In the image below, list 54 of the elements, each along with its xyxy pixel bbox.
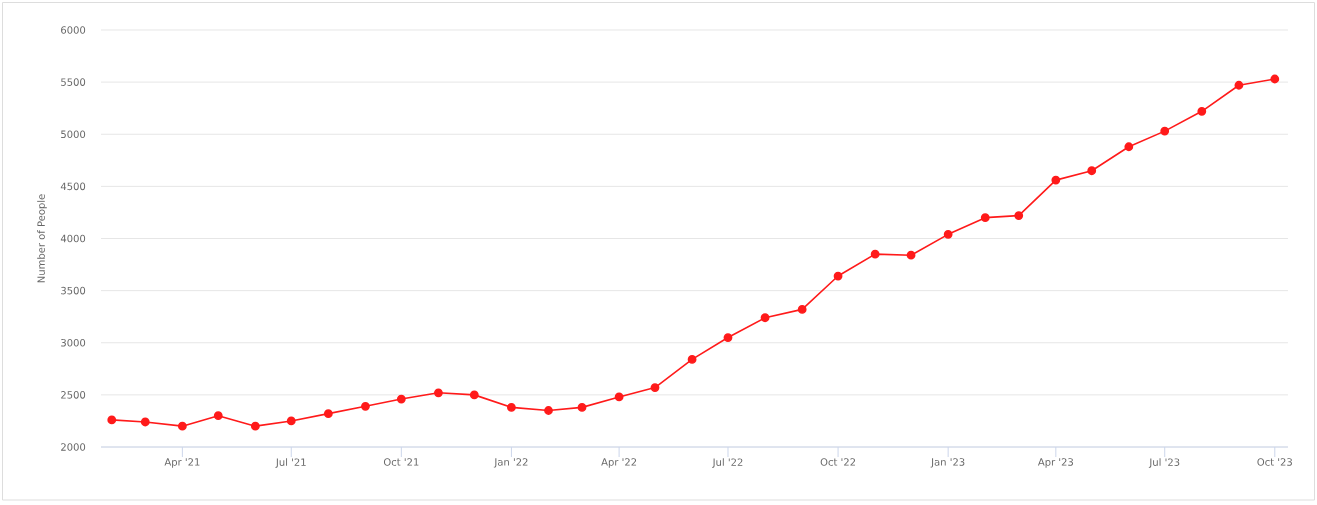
point: [1270, 74, 1280, 84]
point: [906, 250, 916, 260]
point: [760, 313, 770, 323]
point: [213, 411, 223, 421]
point: [577, 402, 587, 412]
point: [396, 394, 406, 404]
point: [1234, 80, 1244, 90]
point: [980, 213, 990, 223]
point: [286, 416, 296, 426]
point: [1087, 166, 1097, 176]
x-tick-label: Oct '23: [1257, 458, 1292, 466]
point: [1197, 106, 1207, 116]
point: [250, 421, 260, 431]
point: [650, 383, 660, 392]
point: [870, 249, 880, 259]
y-tick-label: 4000: [60, 234, 86, 243]
y-tick-label: 5500: [61, 78, 86, 86]
x-tick-label: Jan '23: [930, 458, 965, 468]
point: [833, 271, 843, 281]
point: [1160, 126, 1170, 136]
point: [723, 333, 733, 342]
y-tick-label: 2000: [61, 443, 86, 451]
point: [1014, 211, 1024, 220]
point: [614, 392, 624, 402]
x-tick-label: Oct '21: [383, 458, 419, 466]
point: [177, 421, 187, 431]
x-tick-label: Apr '22: [601, 458, 637, 468]
point: [323, 409, 333, 419]
point: [361, 401, 370, 411]
y-axis-title: Number of People: [37, 194, 47, 283]
x-tick-label: Jan '22: [493, 458, 528, 468]
x-tick-label: Oct '22: [820, 458, 856, 466]
x-tick-label: Jul '22: [712, 458, 743, 468]
y-tick-label: 2500: [61, 391, 86, 399]
point: [1124, 142, 1134, 152]
point: [434, 388, 443, 398]
y-tick-label: 3500: [61, 286, 86, 295]
point: [797, 304, 807, 314]
point: [469, 390, 479, 400]
point: [544, 406, 553, 415]
x-tick-label: Apr '21: [164, 458, 200, 468]
x-tick-label: Apr '23: [1037, 458, 1073, 468]
point: [507, 402, 516, 412]
point: [140, 417, 150, 427]
y-tick-label: 5000: [61, 130, 86, 139]
point: [943, 229, 953, 239]
y-tick-label: 6000: [61, 26, 86, 34]
point: [1051, 175, 1061, 185]
x-tick-label: Jul '21: [275, 458, 306, 468]
y-tick-label: 3000: [61, 338, 86, 347]
point: [107, 415, 117, 425]
x-tick-label: Jul '23: [1148, 458, 1180, 468]
point: [687, 355, 697, 364]
y-tick-label: 4500: [60, 182, 86, 191]
